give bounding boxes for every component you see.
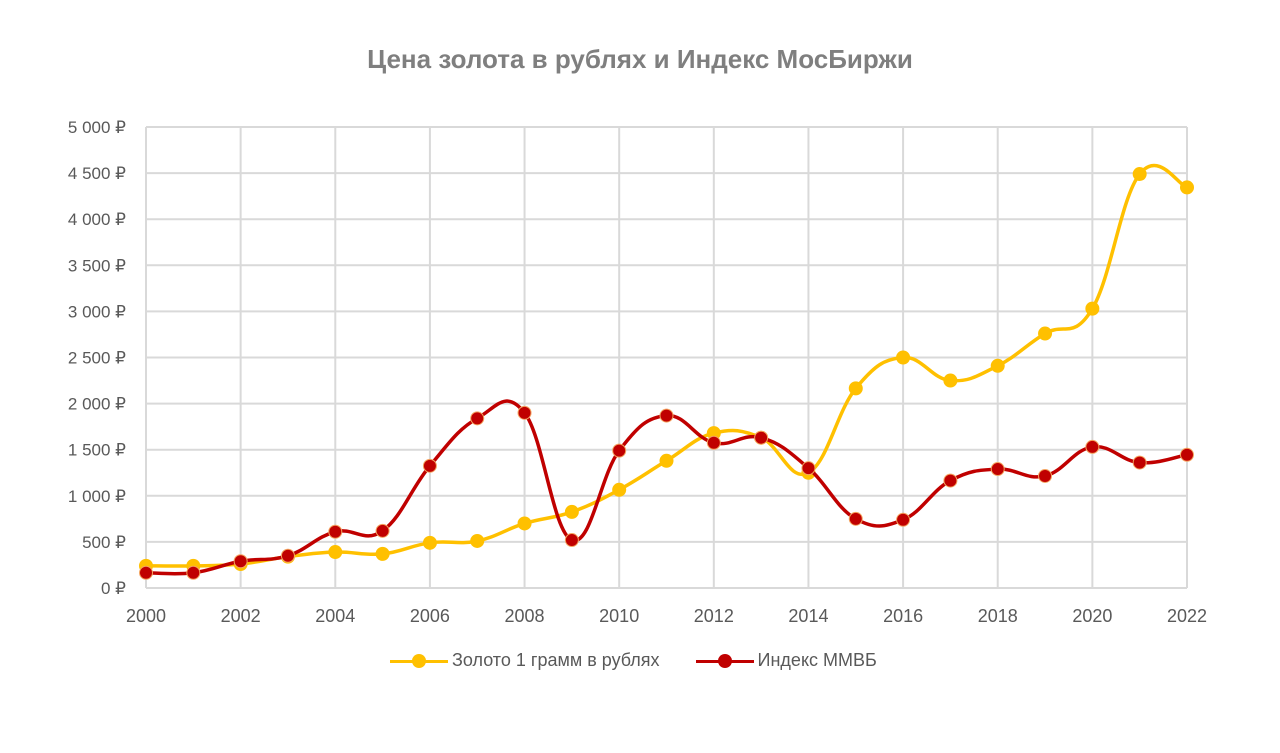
data-point — [233, 554, 248, 569]
mmvb-line-marker-icon — [695, 653, 754, 668]
data-point — [848, 511, 863, 526]
data-point — [422, 458, 437, 473]
legend: Золото 1 грамм в рублях Индекс ММВБ — [390, 650, 877, 671]
y-tick-label: 1 500 ₽ — [68, 441, 126, 460]
data-point — [470, 411, 485, 426]
data-point — [896, 350, 911, 365]
x-axis: 2000 2002 2004 2006 2008 2010 2012 2014 2016 2018… — [126, 606, 1207, 626]
series-mmvb — [139, 399, 1194, 580]
data-point — [328, 545, 343, 560]
data-point — [848, 381, 863, 396]
data-point — [612, 443, 627, 458]
data-point — [1180, 180, 1194, 195]
y-tick-label: 2 500 ₽ — [68, 349, 126, 368]
y-tick-label: 4 000 ₽ — [68, 210, 126, 229]
data-point — [564, 533, 579, 548]
data-point — [706, 435, 721, 450]
data-point — [375, 546, 390, 561]
x-tick-label: 2006 — [410, 606, 450, 626]
y-axis: 0 ₽ 500 ₽ 1 000 ₽ 1 500 ₽ 2 000 ₽ 2 500 ₽ 3 00… — [68, 118, 126, 598]
data-point — [1085, 439, 1100, 454]
data-point — [1132, 167, 1147, 182]
data-point — [990, 462, 1005, 477]
chart-title: Цена золота в рублях и Индекс МосБиржи — [367, 44, 913, 74]
data-point — [1085, 301, 1100, 316]
series-group — [139, 163, 1194, 580]
data-point — [280, 548, 295, 563]
data-point — [1180, 447, 1194, 462]
legend-item-mmvb: Индекс ММВБ — [695, 650, 877, 671]
x-tick-label: 2008 — [505, 606, 545, 626]
data-point — [990, 358, 1005, 373]
x-tick-label: 2022 — [1167, 606, 1207, 626]
data-point — [1038, 468, 1053, 483]
data-point — [659, 453, 674, 468]
data-point — [754, 430, 769, 445]
x-tick-label: 2002 — [221, 606, 261, 626]
data-point — [1038, 326, 1053, 341]
y-tick-label: 3 000 ₽ — [68, 302, 126, 321]
data-point — [896, 512, 911, 527]
y-tick-label: 500 ₽ — [82, 533, 126, 552]
y-tick-label: 3 500 ₽ — [68, 256, 126, 275]
data-point — [422, 535, 437, 550]
data-point — [328, 524, 343, 539]
gold-line-marker-icon — [390, 653, 448, 668]
series-gold — [139, 163, 1194, 573]
x-tick-label: 2012 — [694, 606, 734, 626]
y-tick-label: 5 000 ₽ — [68, 118, 126, 137]
legend-label-gold: Золото 1 грамм в рублях — [452, 650, 660, 670]
data-point — [943, 473, 958, 488]
gridlines — [145, 126, 1188, 589]
data-point — [517, 405, 532, 420]
data-point — [801, 461, 816, 476]
x-tick-label: 2000 — [126, 606, 166, 626]
x-tick-label: 2020 — [1072, 606, 1112, 626]
x-tick-label: 2004 — [315, 606, 355, 626]
x-tick-label: 2018 — [978, 606, 1018, 626]
data-point — [139, 565, 153, 580]
y-tick-label: 2 000 ₽ — [68, 395, 126, 414]
x-tick-label: 2016 — [883, 606, 923, 626]
data-point — [943, 373, 958, 388]
legend-item-gold: Золото 1 грамм в рублях — [390, 650, 660, 671]
data-point — [659, 408, 674, 423]
x-tick-label: 2014 — [788, 606, 828, 626]
data-point — [612, 482, 627, 497]
data-point — [186, 565, 201, 580]
x-tick-label: 2010 — [599, 606, 639, 626]
y-tick-label: 0 ₽ — [101, 579, 126, 598]
data-point — [564, 504, 579, 519]
legend-label-mmvb: Индекс ММВБ — [757, 650, 877, 670]
data-point — [470, 533, 485, 548]
data-point — [517, 516, 532, 531]
data-point — [1132, 455, 1147, 470]
data-point — [375, 523, 390, 538]
y-tick-label: 1 000 ₽ — [68, 487, 126, 506]
y-tick-label: 4 500 ₽ — [68, 164, 126, 183]
